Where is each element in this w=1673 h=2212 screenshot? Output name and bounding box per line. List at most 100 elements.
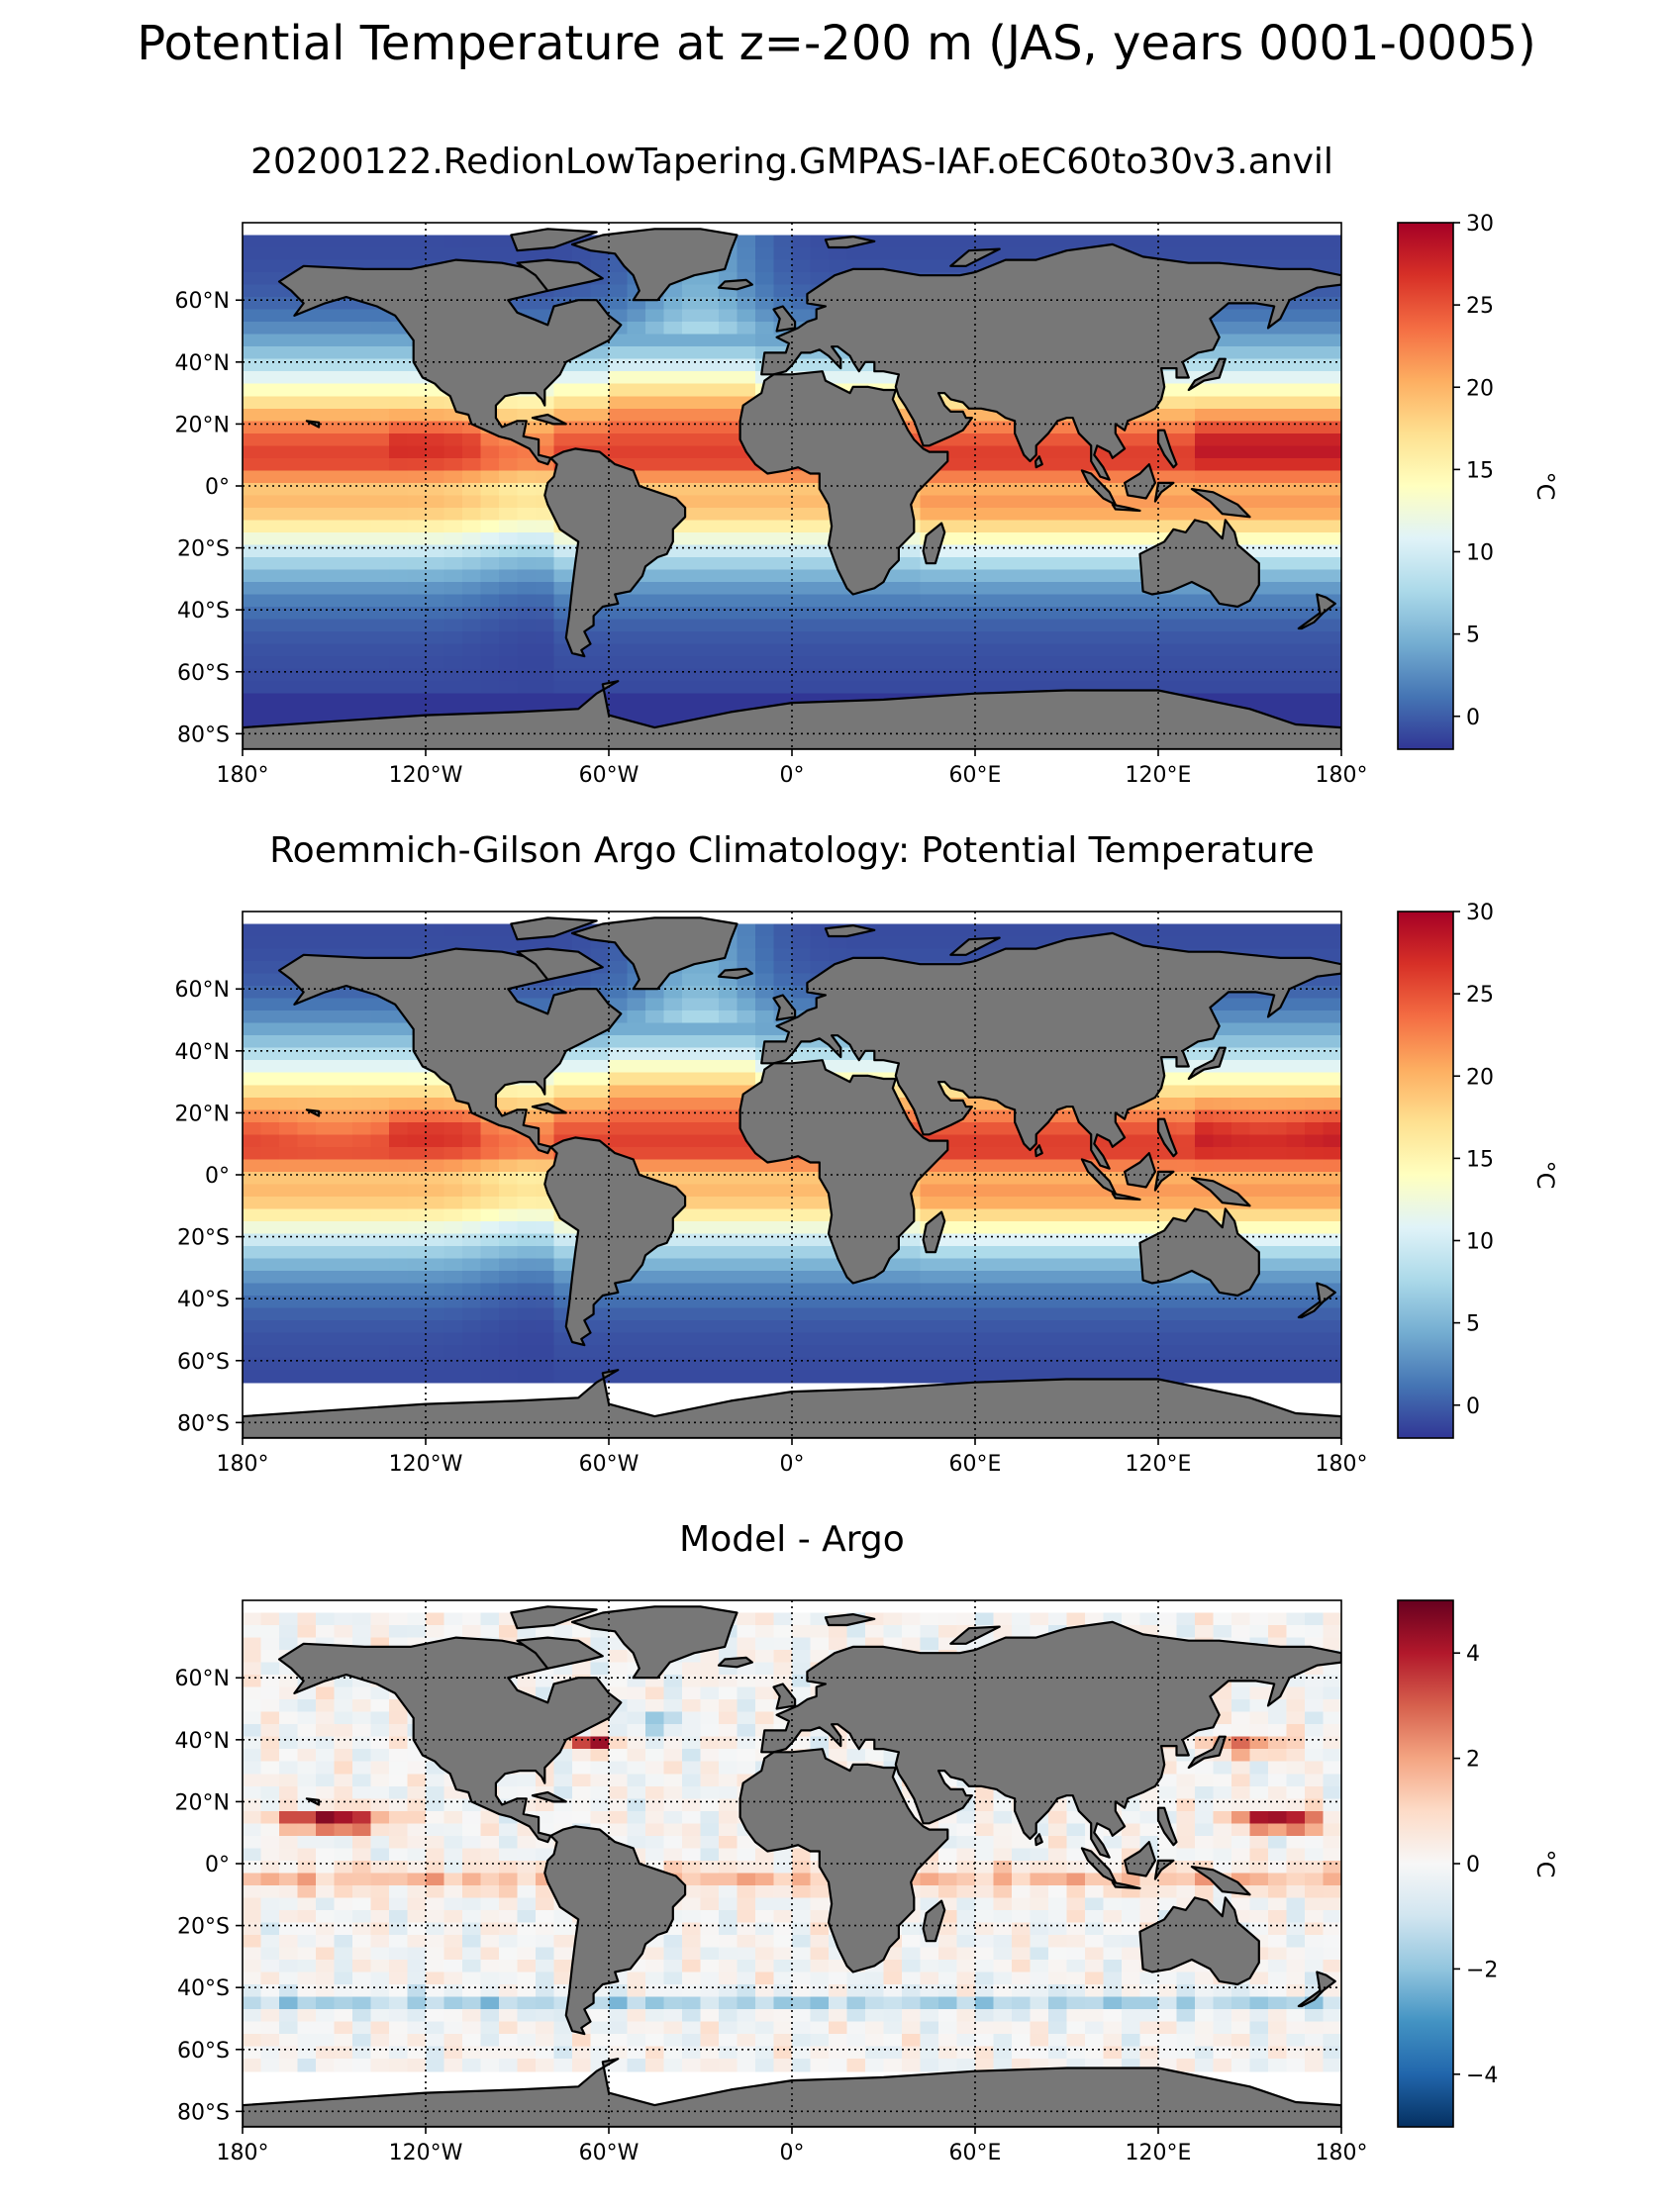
land-iceland bbox=[717, 278, 753, 291]
temperature-cell bbox=[700, 582, 720, 596]
temperature-cell bbox=[407, 643, 427, 657]
temperature-cell bbox=[700, 1196, 720, 1210]
temperature-cell bbox=[1012, 643, 1032, 657]
temperature-cell bbox=[737, 668, 756, 682]
temperature-cell bbox=[279, 998, 299, 1011]
temperature-cell bbox=[1085, 1332, 1105, 1346]
temperature-cell bbox=[1122, 544, 1141, 558]
temperature-cell bbox=[480, 1220, 500, 1235]
temperature-cell bbox=[865, 681, 885, 695]
temperature-cell bbox=[1305, 507, 1325, 522]
temperature-cell bbox=[1012, 247, 1032, 261]
temperature-cell bbox=[682, 631, 702, 645]
temperature-cell bbox=[316, 445, 336, 459]
temperature-cell bbox=[975, 421, 995, 434]
temperature-cell bbox=[1249, 607, 1269, 621]
temperature-cell bbox=[755, 643, 775, 657]
temperature-cell bbox=[956, 1233, 976, 1247]
temperature-cell bbox=[719, 1060, 738, 1074]
temperature-cell bbox=[370, 322, 390, 336]
temperature-cell bbox=[279, 1625, 299, 1639]
temperature-cell bbox=[1286, 383, 1306, 397]
temperature-cell bbox=[938, 544, 958, 558]
temperature-cell bbox=[316, 531, 336, 546]
temperature-cell bbox=[1323, 1121, 1341, 1135]
temperature-cell bbox=[1195, 1320, 1215, 1334]
temperature-cell bbox=[1213, 1146, 1232, 1160]
temperature-cell bbox=[737, 1612, 756, 1626]
temperature-cell bbox=[370, 1283, 390, 1297]
temperature-cell bbox=[663, 1271, 683, 1285]
temperature-cell bbox=[316, 1307, 336, 1321]
temperature-cell bbox=[1085, 520, 1105, 533]
temperature-cell bbox=[370, 520, 390, 533]
temperature-cell bbox=[792, 272, 812, 286]
temperature-cell bbox=[407, 631, 427, 645]
temperature-cell bbox=[536, 693, 555, 707]
temperature-cell bbox=[1286, 334, 1306, 347]
temperature-cell bbox=[1103, 507, 1123, 522]
temperature-cell bbox=[682, 1134, 702, 1148]
temperature-cell bbox=[829, 1060, 848, 1074]
temperature-cell bbox=[737, 1271, 756, 1285]
temperature-cell bbox=[1012, 544, 1032, 558]
temperature-cell bbox=[443, 936, 463, 950]
temperature-cell bbox=[316, 371, 336, 385]
temperature-cell bbox=[1305, 1072, 1325, 1086]
temperature-cell bbox=[1085, 1196, 1105, 1210]
temperature-cell bbox=[480, 1184, 500, 1198]
temperature-cell bbox=[902, 1271, 922, 1285]
temperature-cell bbox=[1231, 1345, 1251, 1359]
temperature-cell bbox=[792, 1196, 812, 1210]
temperature-cell bbox=[370, 1121, 390, 1135]
temperature-cell bbox=[1213, 247, 1232, 261]
temperature-cell bbox=[1012, 582, 1032, 596]
temperature-cell bbox=[1213, 408, 1232, 422]
temperature-cell bbox=[700, 1146, 720, 1160]
temperature-cell bbox=[536, 619, 555, 632]
temperature-cell bbox=[1066, 594, 1086, 608]
temperature-cell bbox=[352, 1345, 372, 1359]
temperature-cell bbox=[993, 1146, 1013, 1160]
temperature-cell bbox=[426, 631, 445, 645]
y-tick-label: 0° bbox=[205, 475, 230, 500]
temperature-cell bbox=[682, 1097, 702, 1110]
temperature-cell bbox=[389, 445, 409, 459]
temperature-cell bbox=[719, 470, 738, 484]
temperature-cell bbox=[737, 309, 756, 323]
temperature-cell bbox=[480, 470, 500, 484]
temperature-cell bbox=[260, 383, 280, 397]
temperature-cell bbox=[1176, 1307, 1196, 1321]
temperature-cell bbox=[480, 1296, 500, 1309]
temperature-cell bbox=[700, 1357, 720, 1371]
temperature-cell bbox=[719, 495, 738, 509]
temperature-cell bbox=[572, 973, 592, 987]
temperature-cell bbox=[883, 1370, 903, 1384]
temperature-cell bbox=[755, 1370, 775, 1384]
temperature-cell bbox=[370, 1612, 390, 1626]
temperature-cell bbox=[260, 371, 280, 385]
temperature-cell bbox=[1323, 1035, 1341, 1049]
temperature-cell bbox=[975, 531, 995, 546]
temperature-cell bbox=[443, 457, 463, 471]
temperature-cell bbox=[297, 1097, 317, 1110]
temperature-cell bbox=[1286, 421, 1306, 434]
temperature-cell bbox=[719, 1047, 738, 1061]
temperature-cell bbox=[1323, 1134, 1341, 1148]
temperature-cell bbox=[1139, 520, 1159, 533]
temperature-cell bbox=[1139, 445, 1159, 459]
temperature-cell bbox=[1249, 1060, 1269, 1074]
temperature-cell bbox=[1286, 247, 1306, 261]
temperature-cell bbox=[609, 297, 629, 311]
temperature-cell bbox=[902, 247, 922, 261]
temperature-cell bbox=[572, 408, 592, 422]
temperature-cell bbox=[755, 594, 775, 608]
land-ellesmere bbox=[510, 916, 598, 941]
temperature-cell bbox=[1085, 594, 1105, 608]
temperature-cell bbox=[480, 1612, 500, 1626]
temperature-cell bbox=[975, 482, 995, 496]
temperature-cell bbox=[663, 1159, 683, 1173]
temperature-cell bbox=[773, 1245, 793, 1260]
temperature-cell bbox=[1139, 1283, 1159, 1297]
temperature-cell bbox=[1030, 923, 1049, 937]
